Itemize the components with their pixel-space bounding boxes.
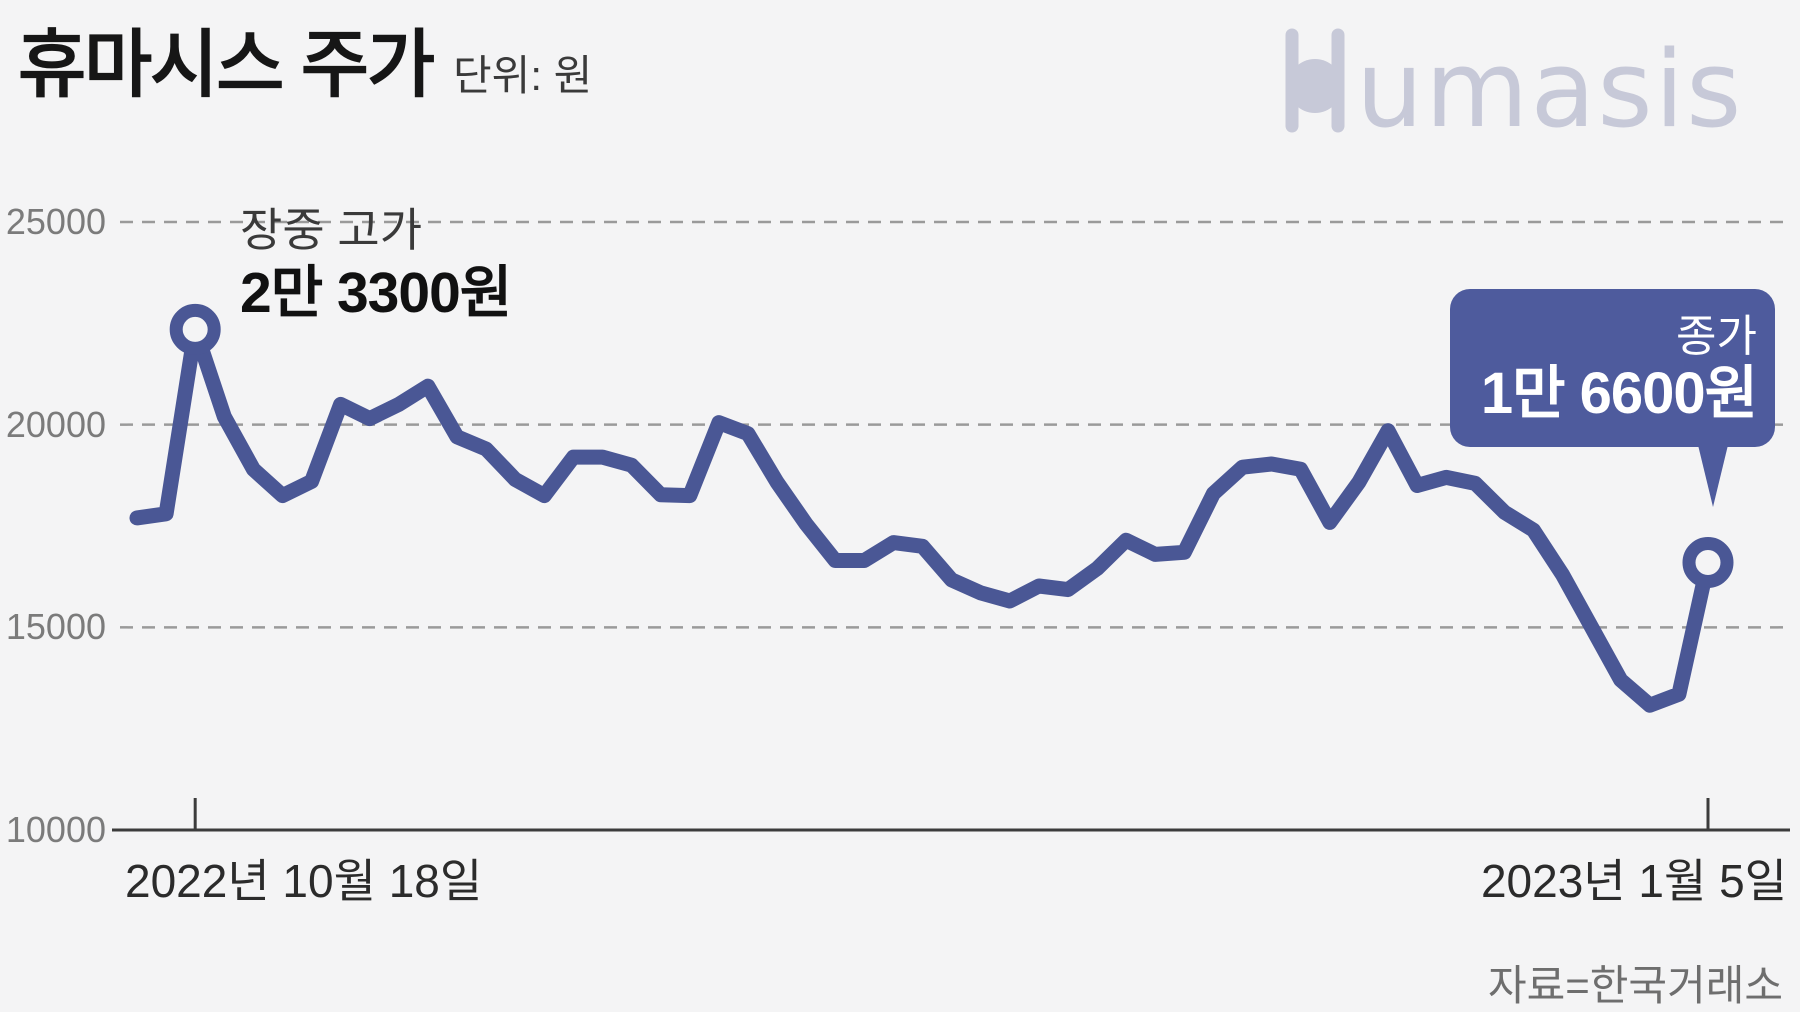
humasis-logo: umasis	[1285, 28, 1743, 137]
unit-label: 단위: 원	[453, 52, 593, 99]
intraday-high-label: 장중 고가	[240, 204, 423, 256]
logo-wordmark: umasis	[1356, 28, 1743, 137]
y-axis-label-15000: 15000	[5, 606, 106, 648]
closing-price-callout: 종가 1만 6600원	[1450, 289, 1775, 447]
intraday-high-value: 2만 3300원	[240, 261, 512, 325]
source-credit: 자료=한국거래소	[1487, 962, 1783, 1009]
y-axis-label-25000: 25000	[5, 201, 106, 242]
y-axis-label-10000: 10000	[5, 809, 106, 850]
closing-price-value: 1만 6600원	[1480, 361, 1758, 426]
page-title: 휴마시스 주가	[18, 23, 435, 106]
x-axis-end-label: 2023년 1월 5일	[1480, 855, 1787, 907]
logo-h-dot	[1288, 59, 1342, 113]
intraday-high-annotation: 장중 고가 2만 3300원	[240, 200, 512, 326]
chart-header: 휴마시스 주가 단위: 원	[18, 23, 593, 106]
closing-price-marker	[1682, 536, 1734, 588]
x-axis-ticks	[193, 798, 1710, 830]
callout-pointer	[1698, 445, 1728, 507]
closing-price-label: 종가	[1676, 312, 1757, 361]
intraday-high-marker	[169, 303, 221, 355]
price-line-series	[129, 321, 1716, 713]
y-axis-label-20000: 20000	[5, 403, 106, 445]
x-axis-start-label: 2022년 10월 18일	[125, 855, 483, 907]
